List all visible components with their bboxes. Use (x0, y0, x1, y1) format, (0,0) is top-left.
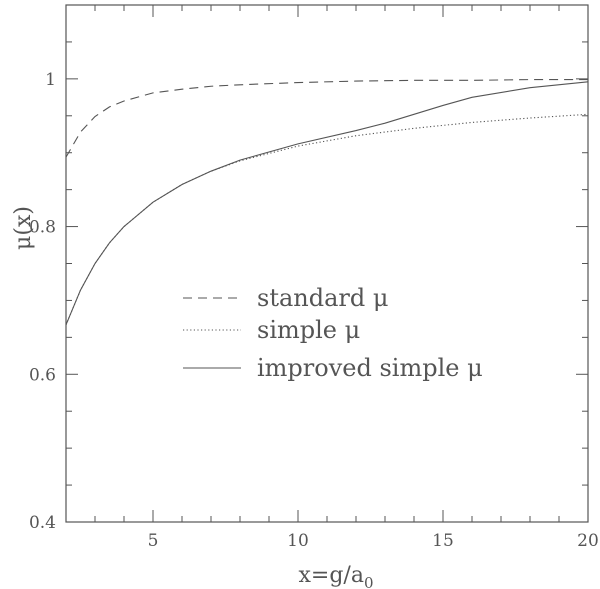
legend-label: improved simple μ (257, 354, 483, 382)
series-line-1 (65, 79, 588, 158)
axis-ticks (65, 4, 589, 523)
x-tick-label: 10 (287, 531, 309, 551)
legend-label: simple μ (257, 316, 360, 344)
plot-border (65, 4, 589, 523)
x-axis-label: x=g/a0 (299, 563, 374, 589)
series-layer (65, 79, 589, 326)
x-tick-label: 5 (148, 531, 159, 551)
legend-label: standard μ (257, 284, 388, 312)
y-tick-label: 0.6 (29, 365, 56, 385)
axis-tick-labels: 5 10 15 20 0.4 0.6 0.8 1 (29, 70, 599, 551)
x-tick-label: 20 (577, 531, 599, 551)
series-line-3 (65, 81, 589, 326)
y-tick-label: 0.4 (29, 513, 56, 533)
x-tick-label: 15 (432, 531, 454, 551)
legend: standard μ simple μ improved simple μ (183, 284, 483, 382)
y-tick-label: 0.8 (29, 218, 56, 238)
y-axis-label: μ(x) (11, 206, 36, 250)
y-tick-label: 1 (45, 70, 56, 90)
plot-frame (65, 4, 589, 523)
